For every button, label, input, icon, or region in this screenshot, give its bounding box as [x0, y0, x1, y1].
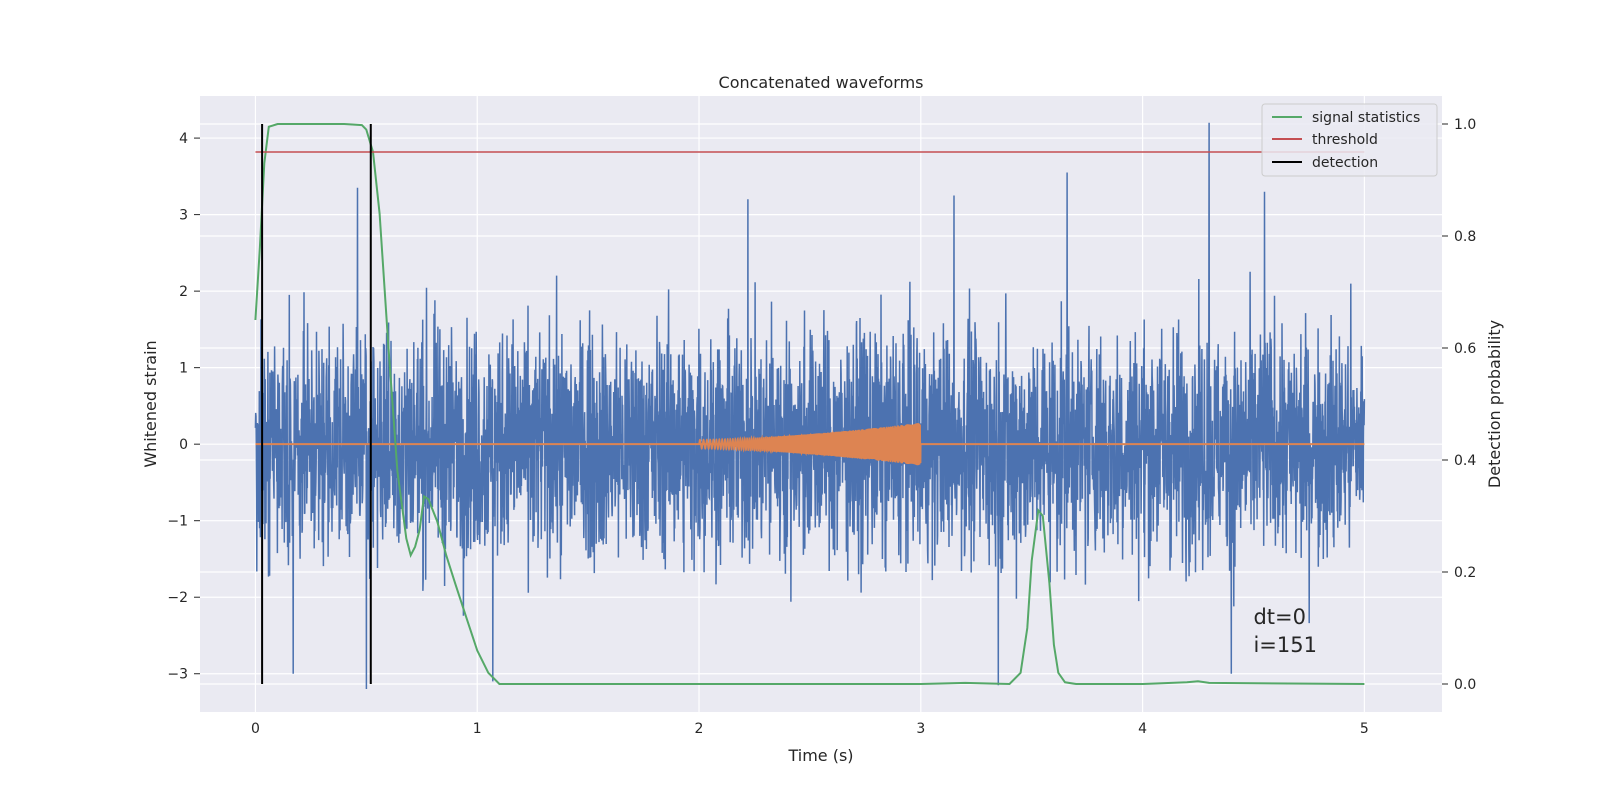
chart-title: Concatenated waveforms — [719, 73, 924, 92]
legend-label-signal-statistics: signal statistics — [1312, 110, 1420, 126]
x-axis-label: Time (s) — [787, 746, 853, 765]
y-tick-label: 2 — [179, 284, 188, 300]
detection-lines — [261, 124, 372, 684]
y2-axis-label: Detection probability — [1485, 320, 1504, 488]
signal-statistics-line — [254, 123, 1365, 686]
y2-axis-ticks: 0.0 0.2 0.4 0.6 0.8 1.0 — [1442, 117, 1476, 693]
y-axis-ticks: −3 −2 −1 0 1 2 3 4 — [167, 131, 200, 683]
y2-tick-label: 0.8 — [1454, 229, 1476, 245]
y-tick-label: −3 — [167, 667, 188, 683]
x-tick-label: 3 — [916, 721, 925, 737]
y-tick-label: −2 — [167, 590, 188, 606]
legend-label-threshold: threshold — [1312, 132, 1378, 148]
annotation-dt: dt=0 — [1253, 605, 1306, 629]
y-tick-label: 3 — [179, 208, 188, 224]
y-axis-label: Whitened strain — [141, 340, 160, 467]
annotation-index: i=151 — [1253, 633, 1317, 657]
x-tick-label: 2 — [695, 721, 704, 737]
y-tick-label: 1 — [179, 361, 188, 377]
y2-tick-label: 0.2 — [1454, 565, 1476, 581]
y-tick-label: −1 — [167, 514, 188, 530]
legend-label-detection: detection — [1312, 155, 1378, 171]
plot-area — [254, 122, 1366, 690]
y-tick-label: 4 — [179, 131, 188, 147]
y-tick-label: 0 — [179, 437, 188, 453]
strain-noise-line — [254, 122, 1366, 690]
x-tick-label: 0 — [251, 721, 260, 737]
y2-tick-label: 1.0 — [1454, 117, 1476, 133]
y2-tick-label: 0.0 — [1454, 677, 1476, 693]
x-tick-label: 1 — [473, 721, 482, 737]
legend: signal statistics threshold detection — [1261, 103, 1438, 177]
x-axis-ticks: 0 1 2 3 4 5 — [251, 721, 1369, 737]
y2-tick-label: 0.4 — [1454, 453, 1476, 469]
x-tick-label: 4 — [1138, 721, 1147, 737]
x-tick-label: 5 — [1360, 721, 1369, 737]
y2-tick-label: 0.6 — [1454, 341, 1476, 357]
legend-box — [1261, 103, 1438, 177]
